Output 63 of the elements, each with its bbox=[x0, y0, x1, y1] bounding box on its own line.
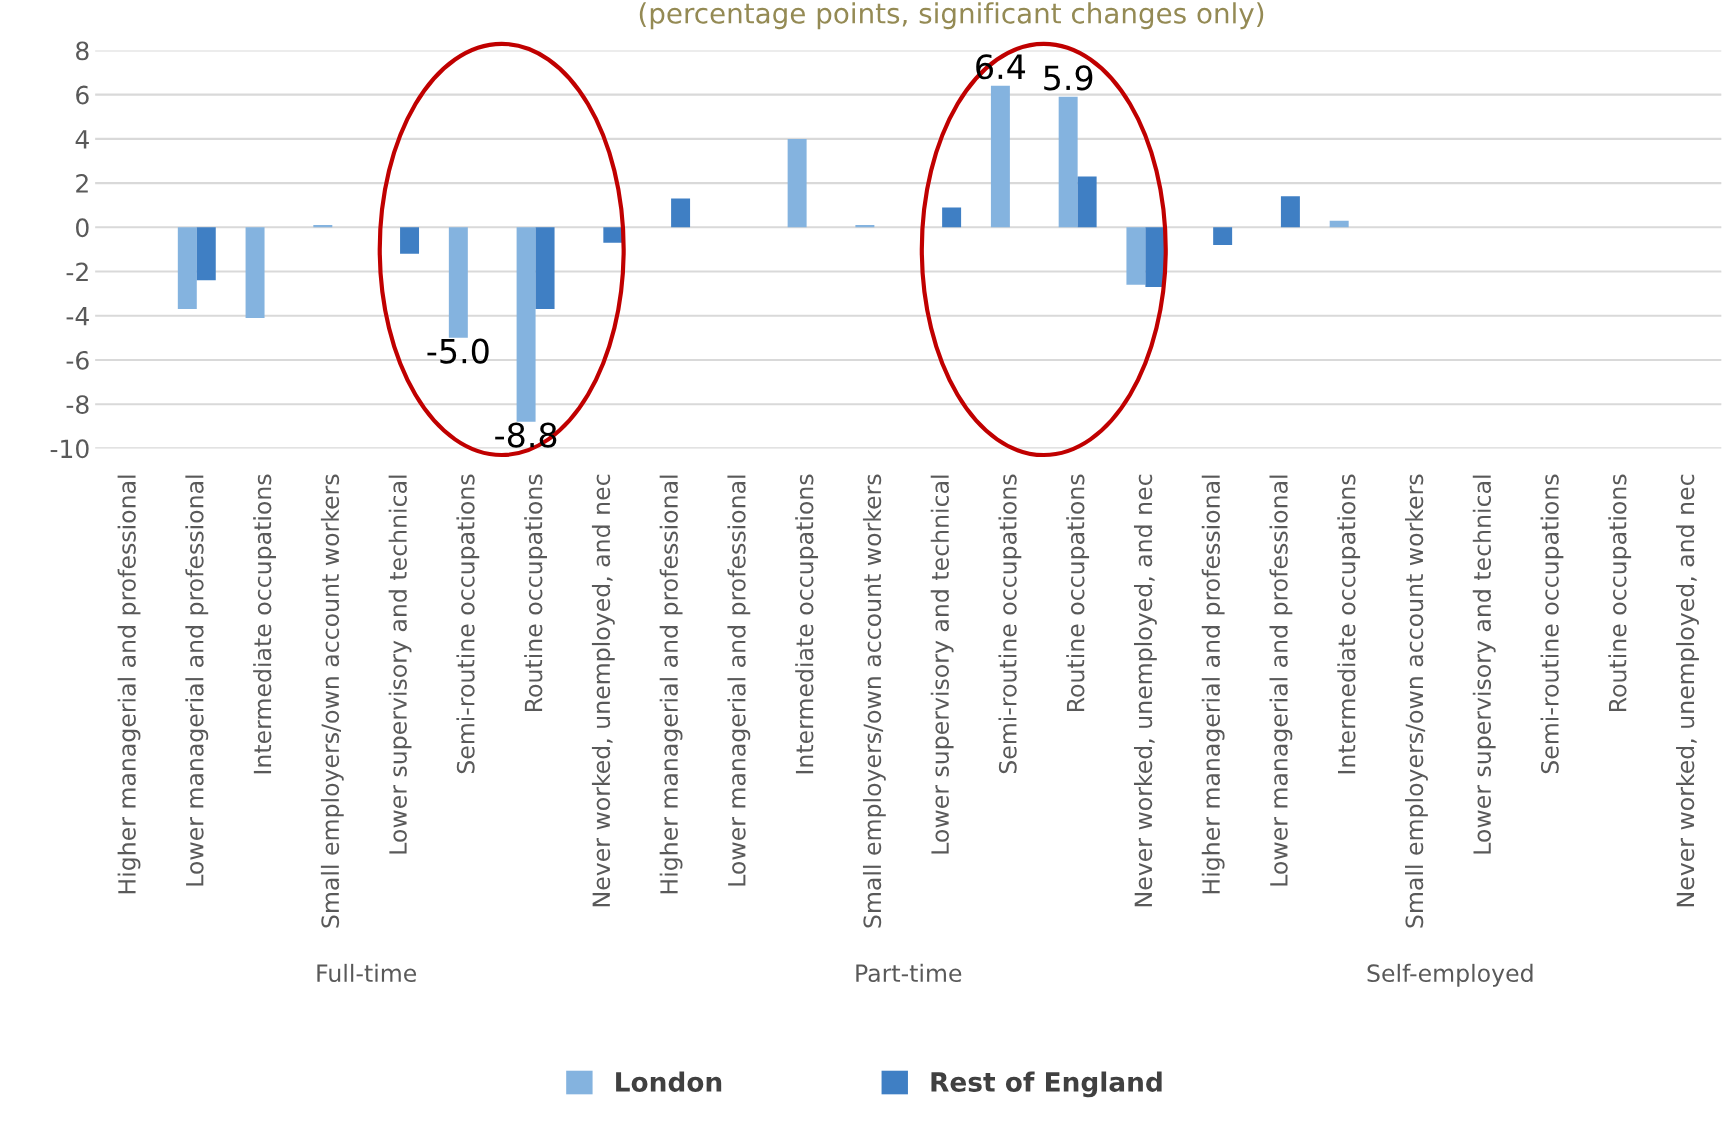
x-tick-label: Never worked, unemployed, and nec bbox=[591, 474, 615, 907]
x-tick-label: Small employers/own account workers bbox=[320, 474, 344, 928]
bar bbox=[1077, 176, 1097, 228]
x-tick-label: Semi-routine occupations bbox=[998, 474, 1022, 774]
y-tick-label: -2 bbox=[66, 262, 88, 282]
y-tick-label: 0 bbox=[76, 218, 89, 238]
x-tick-label: Routine occupations bbox=[1608, 474, 1632, 712]
x-tick-label: Lower supervisory and technical bbox=[930, 475, 954, 854]
bar bbox=[177, 227, 197, 310]
x-tick-label: Lower supervisory and technical bbox=[388, 475, 412, 854]
x-tick-label: Lower supervisory and technical bbox=[1472, 475, 1496, 854]
x-tick-label: Intermediate occupations bbox=[795, 474, 819, 774]
y-tick-label: 6 bbox=[76, 85, 89, 105]
legend-label: London bbox=[616, 1071, 722, 1092]
bar bbox=[1329, 220, 1349, 228]
bar bbox=[516, 227, 536, 422]
x-tick-label: Intermediate occupations bbox=[253, 474, 276, 774]
bar bbox=[942, 207, 962, 228]
x-tick-label: Lower managerial and professional bbox=[185, 475, 209, 886]
x-tick-label: Semi-routine occupations bbox=[1540, 474, 1564, 774]
x-tick-label: Higher managerial and professional bbox=[659, 475, 683, 894]
bar bbox=[1213, 227, 1233, 245]
bar bbox=[1058, 96, 1078, 228]
bar bbox=[990, 85, 1010, 228]
bar bbox=[855, 225, 875, 228]
y-tick-label: 2 bbox=[76, 174, 88, 193]
bar bbox=[1280, 196, 1300, 228]
bar bbox=[1126, 227, 1146, 285]
bar bbox=[400, 227, 420, 254]
y-tick-label: 8 bbox=[76, 41, 89, 61]
x-tick-label: Routine occupations bbox=[1066, 474, 1090, 712]
y-tick-label: -6 bbox=[66, 350, 89, 370]
text: Self-employed bbox=[1367, 963, 1533, 987]
y-tick-label: -10 bbox=[50, 439, 89, 459]
bar bbox=[245, 227, 265, 318]
x-tick-label: Never worked, unemployed, and nec bbox=[1676, 474, 1699, 907]
bar bbox=[787, 138, 807, 228]
data-label: 5.9 bbox=[1044, 65, 1093, 91]
legend-label: Rest of England bbox=[931, 1071, 1162, 1098]
y-tick-label: -8 bbox=[66, 395, 89, 415]
x-tick-label: Routine occupations bbox=[524, 474, 547, 712]
bar bbox=[535, 227, 555, 310]
bar bbox=[196, 227, 216, 281]
x-tick-label: Intermediate occupations bbox=[1337, 474, 1361, 774]
x-tick-label: Lower managerial and professional bbox=[1269, 475, 1293, 886]
y-tick-label: 4 bbox=[75, 130, 89, 149]
x-tick-label: Higher managerial and professional bbox=[1201, 475, 1225, 894]
x-tick-label: Semi-routine occupations bbox=[456, 474, 480, 774]
text: Part-time bbox=[856, 963, 962, 983]
chart-title: (percentage points, significant changes only) bbox=[639, 2, 1264, 30]
bar bbox=[671, 198, 691, 228]
y-tick-label: -4 bbox=[66, 307, 89, 326]
x-tick-label: Higher managerial and professional bbox=[117, 475, 141, 894]
data-label: -5.0 bbox=[427, 338, 489, 364]
bar bbox=[313, 225, 333, 228]
text: Full-time bbox=[317, 963, 417, 983]
bar bbox=[603, 227, 623, 243]
bar bbox=[1145, 227, 1165, 288]
x-tick-label: Small employers/own account workers bbox=[1405, 474, 1428, 928]
x-tick-label: Small employers/own account workers bbox=[862, 474, 886, 928]
x-tick-label: Lower managerial and professional bbox=[727, 475, 751, 886]
x-tick-label: Never worked, unemployed, and nec bbox=[1133, 474, 1157, 907]
bar bbox=[448, 227, 468, 338]
